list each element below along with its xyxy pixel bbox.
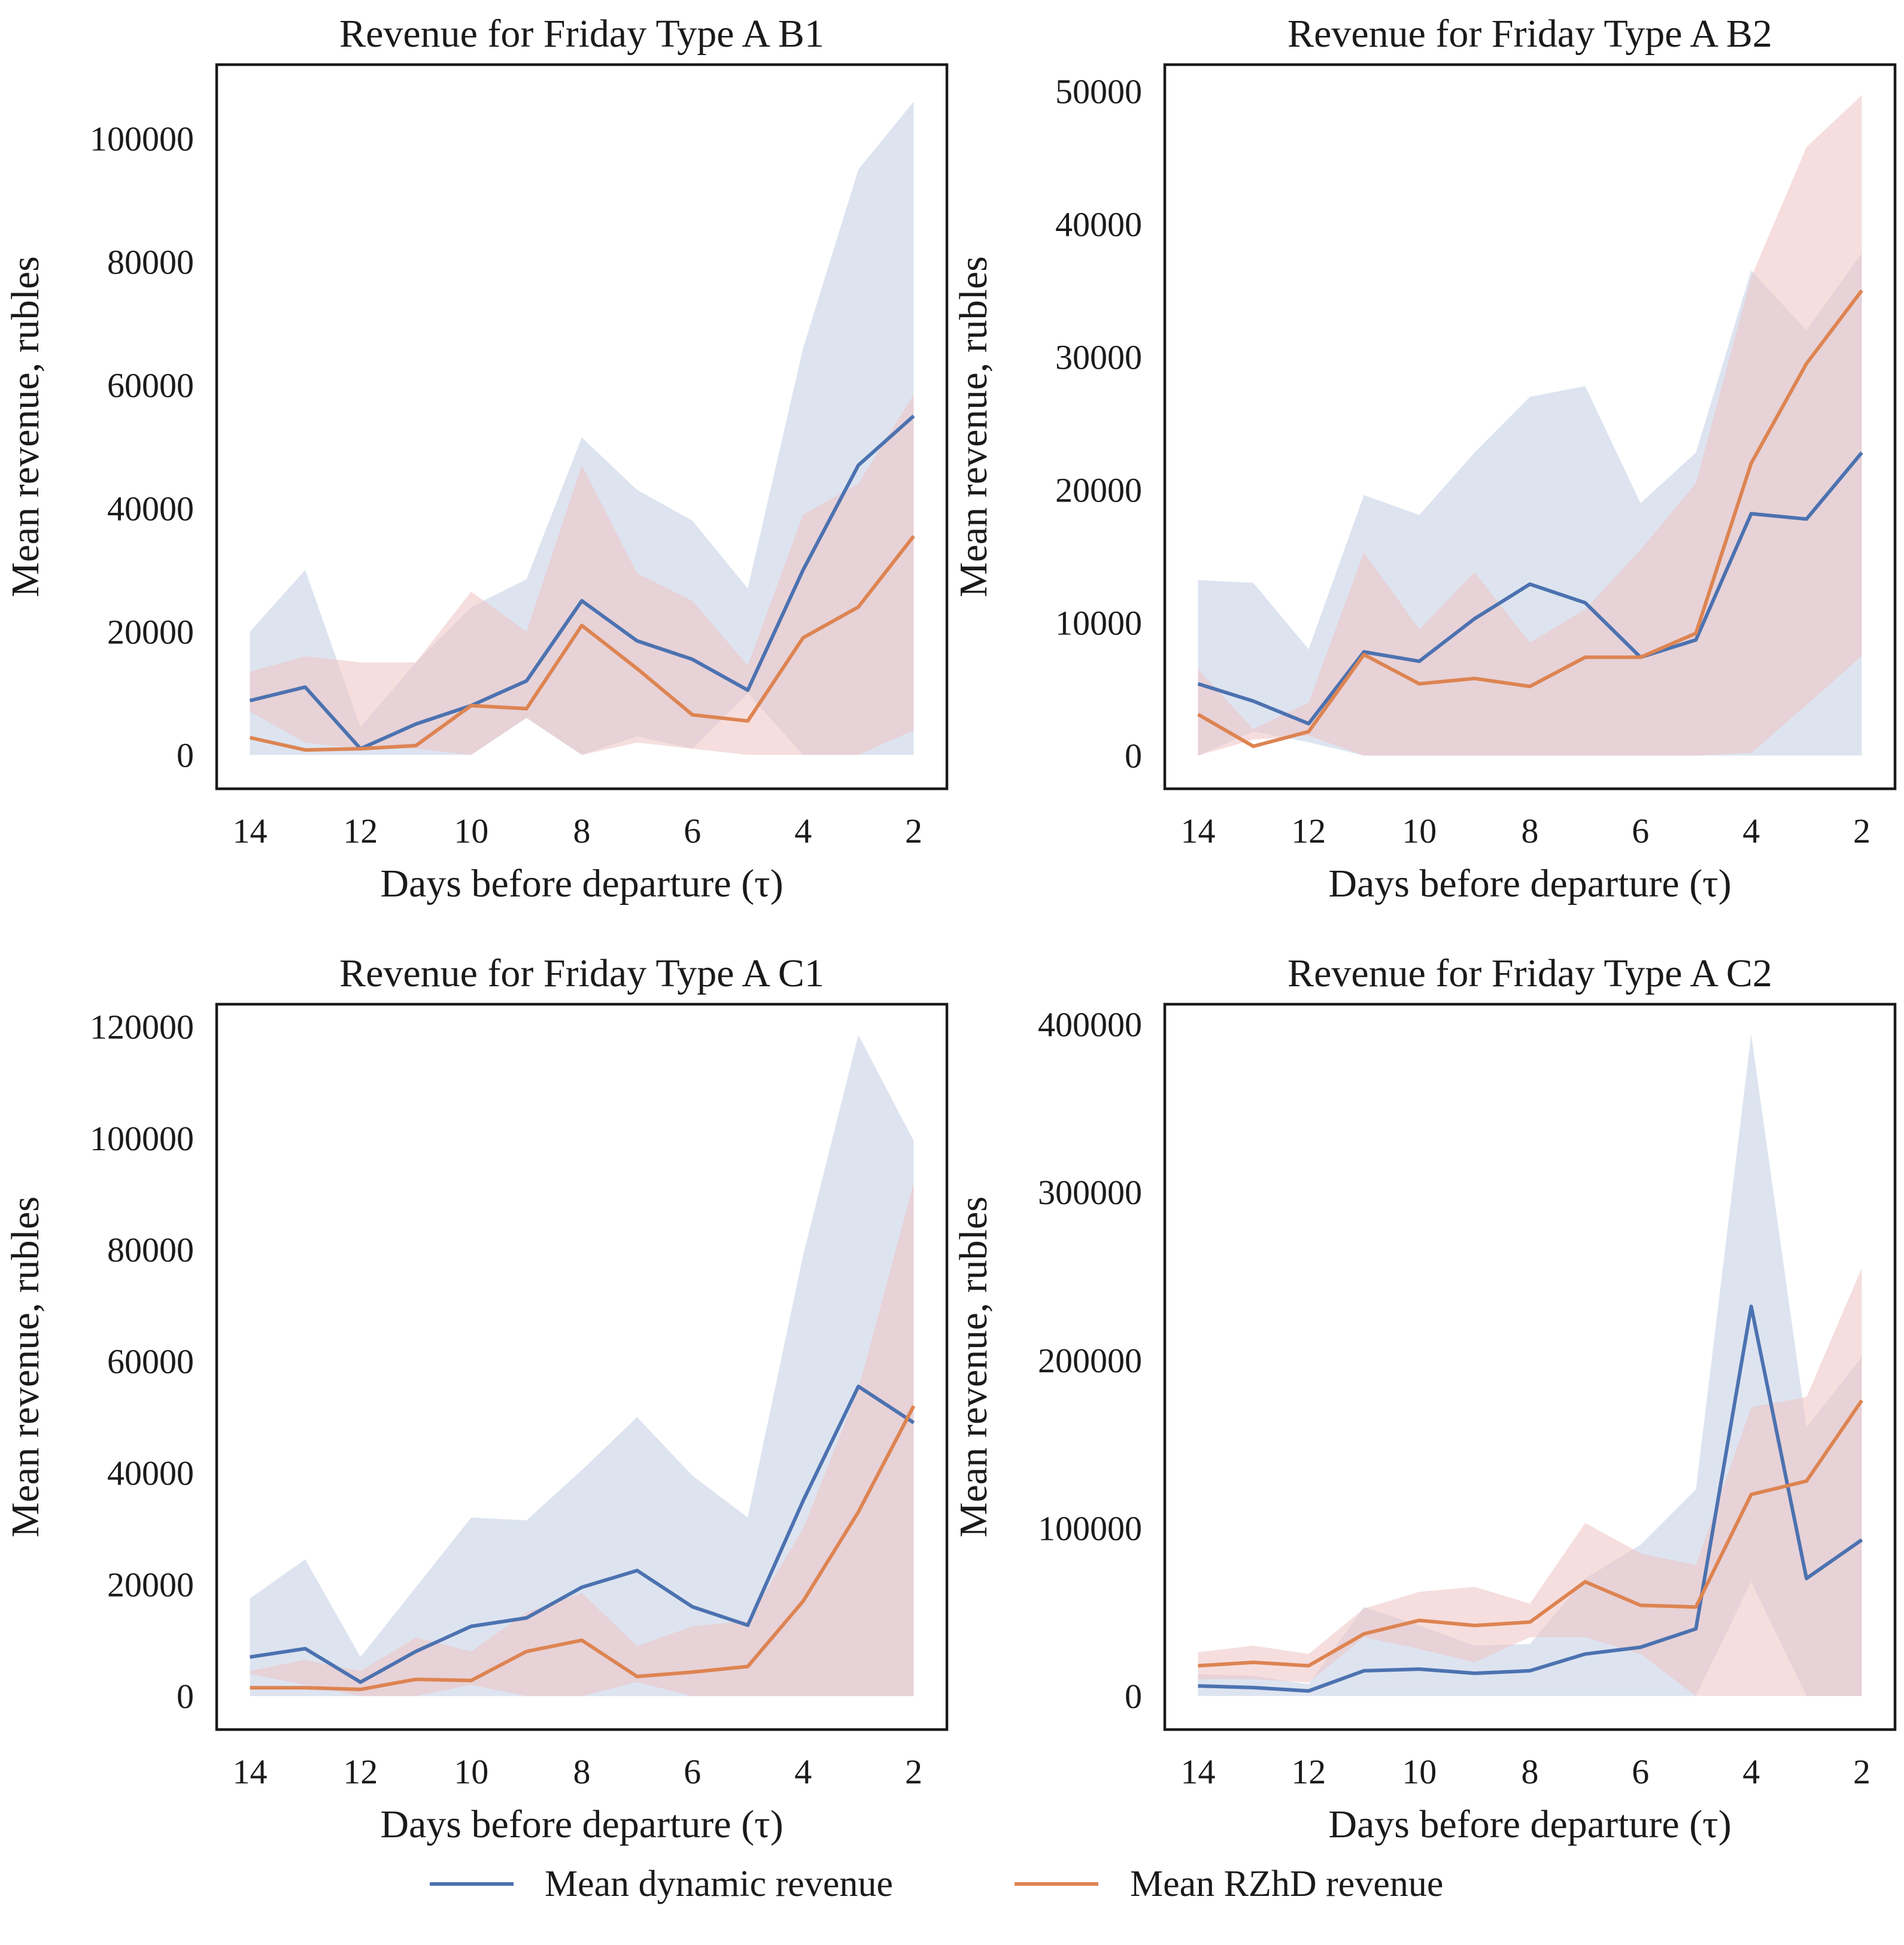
x-tick-label: 6 bbox=[1632, 1752, 1649, 1791]
y-tick-label: 0 bbox=[1125, 1677, 1142, 1716]
series-line-rzhd bbox=[1197, 289, 1863, 748]
series-line-rzhd bbox=[250, 1405, 916, 1691]
plot-frame bbox=[215, 1002, 949, 1731]
band-rzhd bbox=[250, 394, 914, 755]
y-axis-label: Mean revenue, rubles bbox=[952, 256, 995, 597]
y-tick-label: 20000 bbox=[1055, 471, 1142, 510]
x-tick-label: 2 bbox=[905, 1752, 922, 1791]
y-tick-label: 20000 bbox=[107, 1566, 194, 1604]
x-tick-label: 4 bbox=[794, 1752, 812, 1791]
series-line-dynamic bbox=[250, 1384, 915, 1684]
subplot-3: 14 12 10 8 6 4 2 0 20000 40000 60000 80000 100000 120… bbox=[4, 952, 949, 1846]
y-tick-label: 120000 bbox=[90, 1007, 194, 1046]
y-axis-label: Mean revenue, rubles bbox=[4, 256, 47, 597]
legend: Mean dynamic revenue Mean RZhD revenue bbox=[430, 1864, 1443, 1904]
x-tick-label: 10 bbox=[454, 812, 488, 850]
legend-rzhd-label: Mean RZhD revenue bbox=[1130, 1864, 1443, 1904]
x-tick-label: 10 bbox=[454, 1752, 488, 1791]
x-tick-label: 8 bbox=[573, 812, 591, 850]
y-tick-label: 40000 bbox=[1055, 205, 1142, 244]
y-tick-label: 0 bbox=[1125, 737, 1142, 776]
x-tick-label: 10 bbox=[1402, 812, 1437, 850]
series-line-rzhd bbox=[249, 534, 915, 752]
y-tick-label: 50000 bbox=[1055, 72, 1142, 111]
x-tick-label: 12 bbox=[343, 812, 378, 850]
plot-frame bbox=[215, 63, 949, 791]
x-axis-label: Days before departure (τ) bbox=[380, 1803, 783, 1846]
x-axis-label: Days before departure (τ) bbox=[380, 862, 783, 905]
x-tick-label: 8 bbox=[1522, 812, 1539, 850]
legend-dynamic-label: Mean dynamic revenue bbox=[545, 1864, 893, 1904]
chart-title: Revenue for Friday Type A C1 bbox=[339, 952, 824, 995]
y-tick-label: 100000 bbox=[90, 1119, 194, 1158]
x-axis-label: Days before departure (τ) bbox=[1328, 1803, 1731, 1846]
subplot-1: 14 12 10 8 6 4 2 0 20000 40000 60000 80000 100000 Rev… bbox=[4, 12, 949, 905]
x-tick-label: 14 bbox=[233, 812, 268, 850]
y-tick-label: 10000 bbox=[1055, 604, 1142, 643]
y-tick-label: 100000 bbox=[90, 120, 194, 159]
chart-title: Revenue for Friday Type A B2 bbox=[1287, 12, 1772, 56]
x-tick-label: 8 bbox=[573, 1752, 591, 1791]
y-tick-label: 60000 bbox=[107, 1342, 194, 1381]
band-rzhd bbox=[250, 1183, 914, 1697]
x-tick-label: 10 bbox=[1402, 1752, 1437, 1791]
y-tick-label: 80000 bbox=[107, 1230, 194, 1269]
x-tick-label: 14 bbox=[1181, 812, 1216, 850]
x-tick-label: 6 bbox=[684, 1752, 701, 1791]
subplots: 14 12 10 8 6 4 2020000400006000080000100000Rev… bbox=[4, 12, 1897, 1846]
band-dynamic bbox=[250, 1035, 914, 1697]
x-tick-label: 6 bbox=[1632, 812, 1649, 850]
x-tick-label: 12 bbox=[343, 1752, 378, 1791]
plot-frame bbox=[1163, 63, 1897, 791]
x-tick-label: 2 bbox=[1853, 1752, 1870, 1791]
x-tick-label: 12 bbox=[1291, 812, 1326, 850]
x-tick-label: 4 bbox=[1742, 1752, 1760, 1791]
y-tick-label: 80000 bbox=[107, 243, 194, 282]
y-tick-label: 400000 bbox=[1038, 1005, 1142, 1044]
x-tick-label: 8 bbox=[1522, 1752, 1539, 1791]
y-tick-label: 40000 bbox=[107, 489, 194, 528]
y-axis-label: Mean revenue, rubles bbox=[952, 1196, 995, 1537]
band-dynamic bbox=[1198, 1034, 1862, 1696]
y-tick-label: 200000 bbox=[1038, 1341, 1142, 1380]
chart-title: Revenue for Friday Type A B1 bbox=[339, 12, 824, 56]
band-dynamic bbox=[250, 101, 914, 755]
x-tick-label: 2 bbox=[905, 812, 922, 850]
y-tick-label: 0 bbox=[177, 1677, 194, 1716]
x-tick-label: 6 bbox=[684, 812, 701, 850]
y-tick-label: 20000 bbox=[107, 612, 194, 651]
y-tick-label: 100000 bbox=[1038, 1509, 1142, 1548]
x-tick-label: 14 bbox=[1181, 1752, 1216, 1791]
subplot-2: 14 12 10 8 6 4 2 0 10000 20000 30000 40000 50000 Reve… bbox=[952, 12, 1897, 905]
band-rzhd bbox=[1198, 1268, 1862, 1696]
x-tick-label: 12 bbox=[1291, 1752, 1326, 1791]
x-tick-label: 2 bbox=[1853, 812, 1870, 850]
x-axis-label: Days before departure (τ) bbox=[1328, 862, 1731, 905]
x-tick-label: 4 bbox=[794, 812, 812, 850]
y-tick-label: 30000 bbox=[1055, 338, 1142, 376]
plot-frame bbox=[1163, 1002, 1897, 1731]
y-tick-label: 300000 bbox=[1038, 1173, 1142, 1212]
chart-title: Revenue for Friday Type A C2 bbox=[1287, 952, 1772, 995]
x-tick-label: 14 bbox=[233, 1752, 268, 1791]
series-line-dynamic bbox=[1198, 1305, 1863, 1693]
band-rzhd bbox=[1198, 95, 1862, 756]
series-line-dynamic bbox=[1197, 451, 1863, 726]
y-axis-label: Mean revenue, rubles bbox=[4, 1196, 47, 1537]
series-line-rzhd bbox=[1198, 1399, 1863, 1668]
x-tick-label: 4 bbox=[1742, 812, 1760, 850]
subplot-4: 14 12 10 8 6 4 2 0 100000 200000 300000 400000 Reven… bbox=[952, 952, 1897, 1846]
y-tick-label: 40000 bbox=[107, 1454, 194, 1493]
y-tick-label: 0 bbox=[177, 736, 194, 774]
y-tick-label: 60000 bbox=[107, 366, 194, 405]
